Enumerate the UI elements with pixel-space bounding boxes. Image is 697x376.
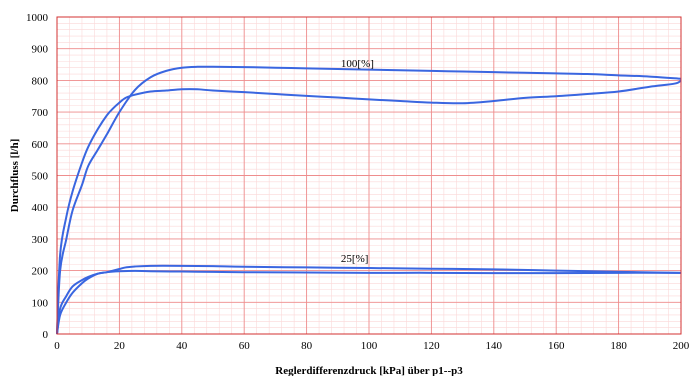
series-annotation: 100[%] [341, 58, 374, 70]
x-tick-label: 40 [176, 340, 188, 352]
x-tick-label: 80 [301, 340, 313, 352]
x-tick-label: 160 [548, 340, 565, 352]
y-tick-label: 900 [32, 44, 49, 56]
series-line-2 [56, 79, 682, 335]
x-tick-label: 0 [54, 340, 60, 352]
y-tick-label: 700 [32, 107, 49, 119]
y-tick-label: 400 [32, 202, 49, 214]
series-lines [56, 65, 682, 335]
y-tick-label: 1000 [26, 12, 49, 24]
series-annotation: 25[%] [341, 253, 369, 265]
x-axis-title: Reglerdifferenzdruck [kPa] über p1--p3 [275, 365, 463, 376]
y-axis-title: Durchfluss [l/h] [9, 139, 21, 212]
plot-frame [56, 16, 682, 335]
x-tick-label: 100 [361, 340, 378, 352]
x-tick-label: 180 [610, 340, 627, 352]
x-tick-label: 140 [486, 340, 503, 352]
y-tick-label: 100 [32, 297, 49, 309]
y-tick-label: 500 [32, 171, 49, 183]
x-tick-label: 200 [673, 340, 690, 352]
series-line-4 [56, 269, 682, 335]
y-tick-label: 200 [32, 266, 49, 278]
x-tick-label: 120 [423, 340, 440, 352]
y-tick-label: 600 [32, 139, 49, 151]
series-line-1 [56, 65, 682, 335]
x-tick-label: 60 [239, 340, 251, 352]
tick-labels: 0 20 40 60 80 100 120 140 160 180 200 0 100 200 300 400… [26, 12, 690, 352]
series-line-3 [56, 264, 682, 335]
y-tick-label: 300 [32, 234, 49, 246]
annotations: 100[%] 25[%] [341, 58, 374, 265]
y-tick-label: 0 [43, 329, 49, 341]
y-tick-label: 800 [32, 75, 49, 87]
x-tick-label: 20 [114, 340, 126, 352]
